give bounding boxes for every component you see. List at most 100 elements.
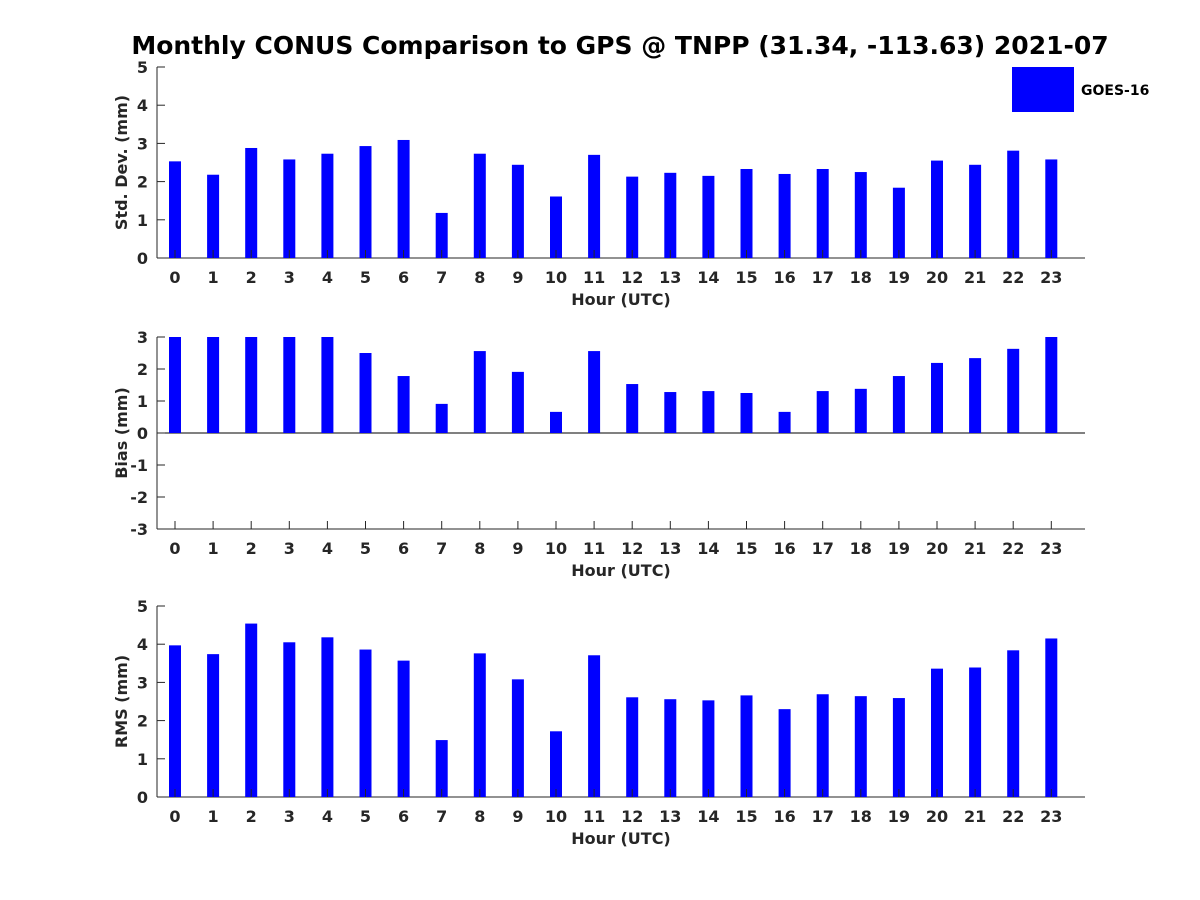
bar (702, 391, 715, 433)
x-tick-label: 5 (360, 807, 371, 826)
bar (473, 653, 486, 797)
bar (321, 337, 334, 433)
y-tick-label: 3 (137, 328, 148, 347)
x-tick-label: 23 (1040, 539, 1062, 558)
x-tick-label: 14 (697, 268, 719, 287)
chart-title: Monthly CONUS Comparison to GPS @ TNPP (… (131, 31, 1108, 60)
bar (321, 637, 334, 797)
bar (245, 623, 258, 797)
bar (1045, 337, 1058, 433)
bar (626, 176, 639, 258)
bar (397, 660, 410, 797)
x-tick-label: 4 (322, 807, 333, 826)
y-axis-label: Bias (mm) (112, 387, 131, 479)
x-tick-label: 15 (735, 539, 757, 558)
x-tick-label: 8 (474, 807, 485, 826)
bar (207, 337, 220, 433)
y-tick-label: -2 (130, 488, 148, 507)
bar (854, 696, 867, 797)
x-tick-label: 2 (246, 268, 257, 287)
bar (1045, 638, 1058, 797)
y-tick-label: 1 (137, 750, 148, 769)
bar (854, 172, 867, 258)
x-tick-label: 13 (659, 268, 681, 287)
x-tick-label: 21 (964, 539, 986, 558)
x-tick-label: 19 (888, 539, 910, 558)
x-tick-label: 4 (322, 268, 333, 287)
x-tick-label: 16 (773, 807, 795, 826)
bar (778, 173, 791, 258)
bar (626, 384, 639, 433)
bar (892, 187, 905, 258)
y-tick-label: 4 (137, 635, 148, 654)
bar (397, 139, 410, 258)
x-tick-label: 17 (812, 268, 834, 287)
x-tick-label: 12 (621, 268, 643, 287)
bar (778, 709, 791, 797)
x-tick-label: 1 (208, 807, 219, 826)
bar (588, 351, 601, 433)
y-tick-label: 1 (137, 392, 148, 411)
bar (778, 411, 791, 433)
bar (550, 196, 562, 258)
bar (626, 697, 639, 797)
bar (664, 699, 677, 797)
bar (1007, 150, 1020, 258)
y-tick-label: 4 (137, 96, 148, 115)
y-tick-label: 1 (137, 211, 148, 230)
bar (969, 358, 982, 433)
x-tick-label: 19 (888, 807, 910, 826)
x-tick-label: 2 (246, 539, 257, 558)
bar (169, 337, 181, 433)
y-tick-label: 5 (137, 597, 148, 616)
x-tick-label: 7 (436, 539, 447, 558)
bar (740, 695, 753, 797)
bar (702, 700, 715, 797)
bar (931, 362, 943, 433)
x-tick-label: 5 (360, 539, 371, 558)
x-tick-label: 8 (474, 268, 485, 287)
bar (511, 679, 524, 797)
x-tick-label: 1 (208, 268, 219, 287)
bar (169, 161, 181, 258)
x-tick-label: 19 (888, 268, 910, 287)
bar (550, 411, 562, 433)
x-tick-label: 7 (436, 807, 447, 826)
legend: GOES-16 (1012, 67, 1149, 112)
bar (359, 649, 372, 797)
bar (1007, 650, 1020, 797)
x-tick-label: 10 (545, 268, 567, 287)
y-tick-label: 0 (137, 788, 148, 807)
bar (1045, 159, 1058, 258)
x-tick-label: 20 (926, 807, 948, 826)
bar (283, 642, 296, 797)
x-tick-label: 4 (322, 539, 333, 558)
x-tick-label: 8 (474, 539, 485, 558)
bar (931, 668, 943, 797)
x-axis-label: Hour (UTC) (571, 561, 671, 580)
bar (550, 731, 562, 797)
y-tick-label: -1 (130, 456, 148, 475)
x-tick-label: 21 (964, 268, 986, 287)
x-tick-label: 2 (246, 807, 257, 826)
legend-swatch (1012, 67, 1074, 112)
y-tick-label: -3 (130, 520, 148, 539)
x-tick-label: 16 (773, 539, 795, 558)
x-axis-label: Hour (UTC) (571, 290, 671, 309)
bar (435, 212, 448, 258)
bar (359, 146, 372, 258)
x-tick-label: 17 (812, 539, 834, 558)
x-tick-label: 6 (398, 539, 409, 558)
y-tick-label: 5 (137, 58, 148, 77)
y-tick-label: 0 (137, 249, 148, 268)
x-tick-label: 12 (621, 539, 643, 558)
x-tick-label: 13 (659, 807, 681, 826)
x-tick-label: 14 (697, 539, 719, 558)
bar (969, 164, 982, 258)
x-tick-label: 13 (659, 539, 681, 558)
x-tick-label: 10 (545, 539, 567, 558)
bar (702, 175, 715, 258)
